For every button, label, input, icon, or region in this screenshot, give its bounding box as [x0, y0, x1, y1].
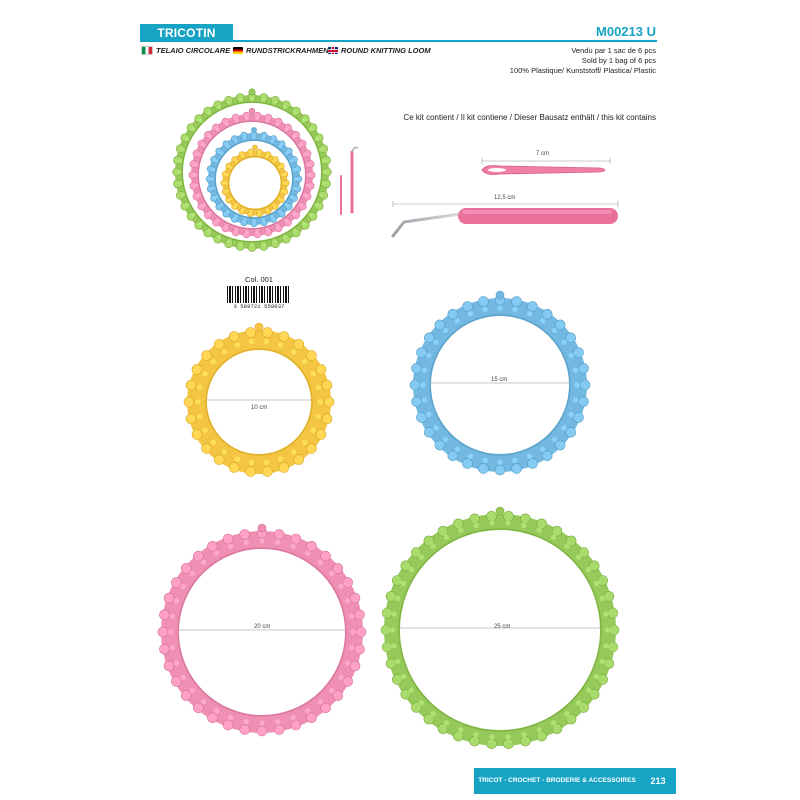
page-number: 213 — [650, 776, 666, 786]
uk-flag-icon — [328, 47, 338, 54]
loom-10cm-label: 10 cm — [251, 405, 268, 411]
loom-10cm-image — [183, 322, 335, 477]
sold-line-1: Vendu par 1 sac de 6 pcs — [571, 46, 656, 55]
barcode-number: 3 589721 559037 — [233, 303, 285, 310]
needle-size-label: 7 cm — [536, 151, 550, 157]
small-tools-image — [340, 146, 359, 215]
lang-item-it: TELAIO CIRCOLARE — [141, 46, 230, 55]
sold-line-3: 100% Plastique/ Kunststoff/ Plastica/ Pl… — [509, 66, 656, 75]
loom-20cm-label: 20 cm — [254, 624, 271, 630]
color-code: Col. 001 — [245, 275, 273, 284]
loom-25cm-label: 25 cm — [494, 624, 511, 630]
barcode: Col. 001 3 589721 559037 — [227, 275, 291, 310]
it-flag-icon — [141, 46, 153, 55]
lang-label-it: TELAIO CIRCOLARE — [156, 46, 231, 55]
loom-25cm-image — [380, 506, 620, 750]
kit-contents-text: Ce kit contient / Il kit contiene / Dies… — [403, 113, 656, 122]
de-flag-icon — [233, 47, 243, 54]
footer-category: TRICOT - CROCHET - BRODERIE & ACCESSOIRE… — [474, 768, 640, 794]
lang-label-uk: ROUND KNITTING LOOM — [341, 46, 431, 55]
header-rule — [233, 40, 657, 42]
lang-item-uk: ROUND KNITTING LOOM — [328, 46, 431, 55]
lang-item-de: RUNDSTRICKRAHMEN — [233, 46, 329, 55]
barcode-bars-icon — [227, 286, 291, 303]
page-number-box — [640, 768, 676, 794]
hook-image — [391, 208, 618, 238]
nested-looms-image — [172, 88, 332, 252]
loom-15cm-label: 15 cm — [491, 377, 508, 383]
lang-label-de: RUNDSTRICKRAHMEN — [246, 46, 329, 55]
hook-size-label: 12,5 cm — [494, 195, 516, 201]
loom-20cm-image — [157, 523, 367, 737]
loom-15cm-image — [409, 290, 591, 476]
needle-image — [481, 165, 606, 175]
product-title: TRICOTIN ROND — [140, 24, 233, 58]
sold-info: Vendu par 1 sac de 6 pcs Sold by 1 bag o… — [510, 46, 656, 76]
product-code: M00213 U — [596, 24, 656, 39]
sold-line-2: Sold by 1 bag of 6 pcs — [581, 56, 656, 65]
